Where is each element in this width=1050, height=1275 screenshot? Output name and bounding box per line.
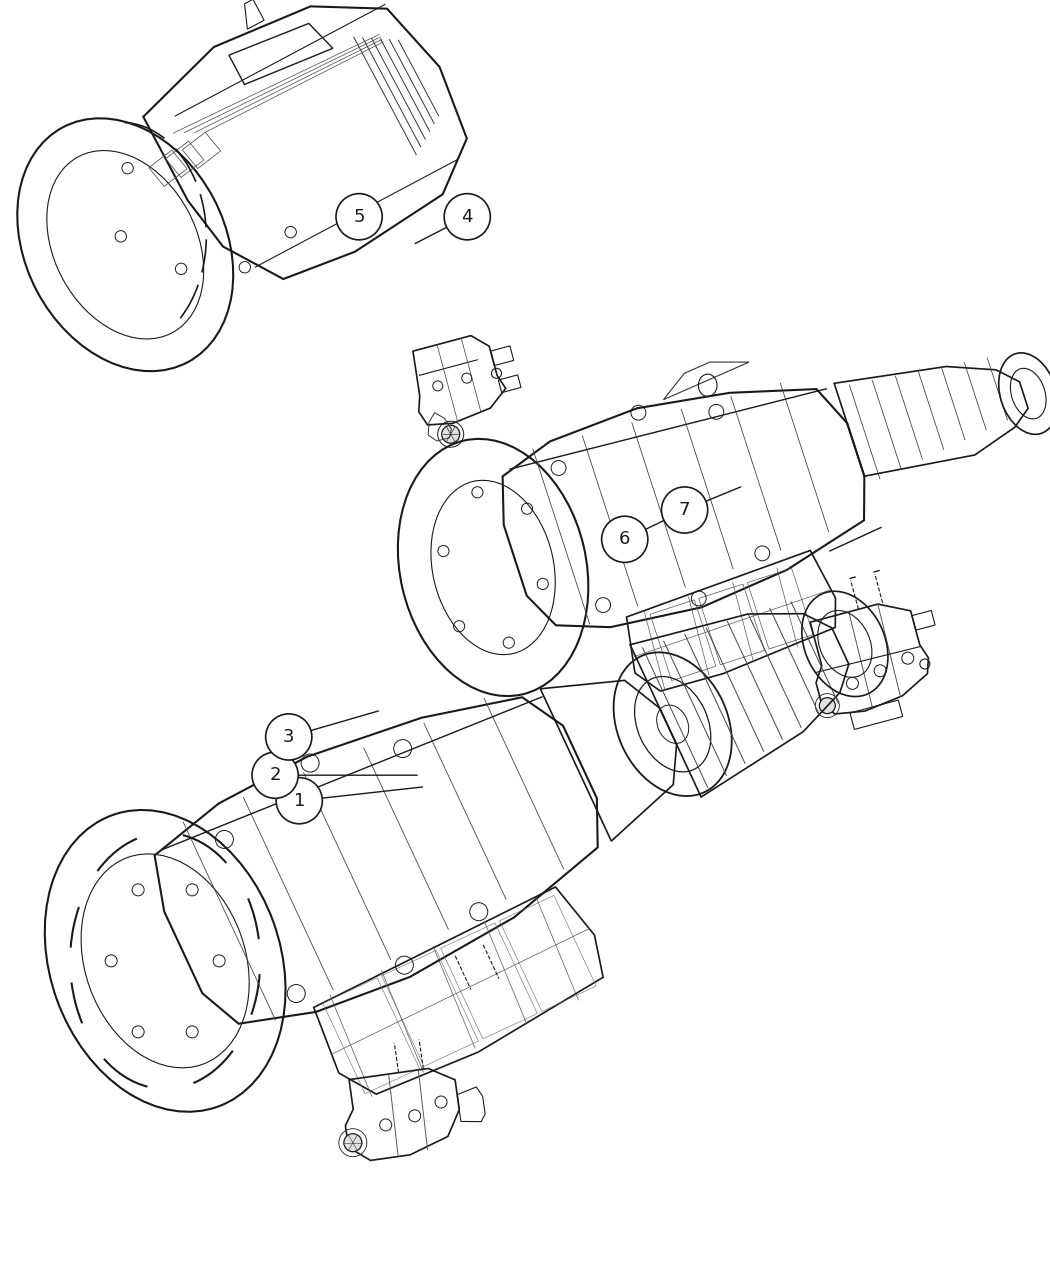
Circle shape: [276, 778, 322, 824]
Circle shape: [336, 194, 382, 240]
Text: 2: 2: [270, 766, 280, 784]
Circle shape: [266, 714, 312, 760]
Text: 4: 4: [462, 208, 472, 226]
Circle shape: [252, 752, 298, 798]
Circle shape: [602, 516, 648, 562]
Ellipse shape: [819, 697, 836, 714]
Circle shape: [662, 487, 708, 533]
Text: 7: 7: [679, 501, 690, 519]
Text: 1: 1: [294, 792, 304, 810]
Ellipse shape: [442, 426, 460, 444]
Text: 6: 6: [620, 530, 630, 548]
Text: 3: 3: [284, 728, 294, 746]
Circle shape: [444, 194, 490, 240]
Text: 5: 5: [354, 208, 364, 226]
Ellipse shape: [343, 1133, 362, 1151]
